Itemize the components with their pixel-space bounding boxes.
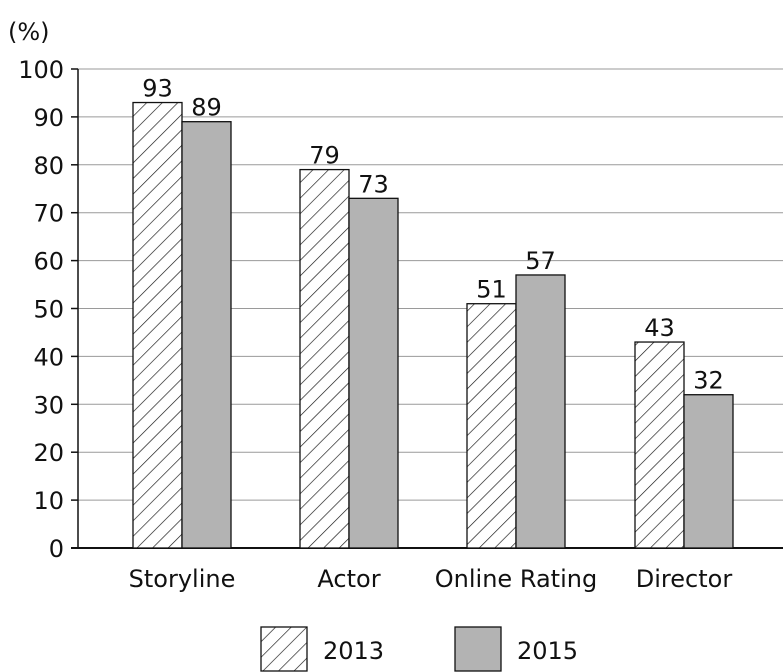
- legend-swatch-2015: [454, 626, 502, 672]
- bar-2013-storyline: [132, 101, 183, 549]
- y-tick-label: 60: [33, 248, 64, 276]
- legend-swatch-2013: [260, 626, 308, 672]
- y-tick-label: 10: [33, 487, 64, 515]
- y-tick-label: 0: [49, 535, 64, 563]
- data-label: 73: [358, 170, 389, 198]
- bar-2015-actor: [348, 197, 399, 549]
- bar-2013-online-rating: [466, 303, 517, 549]
- legend-label: 2013: [323, 637, 384, 665]
- y-tick-label: 100: [18, 56, 64, 84]
- y-tick-label: 40: [33, 343, 64, 371]
- bar-2015-director: [683, 394, 734, 549]
- y-tick-label: 70: [33, 200, 64, 228]
- legend-label: 2015: [517, 637, 578, 665]
- y-axis-unit-label: (%): [8, 18, 50, 46]
- y-tick-label: 20: [33, 439, 64, 467]
- data-label: 79: [309, 142, 340, 170]
- y-tick-label: 90: [33, 104, 64, 132]
- data-label: 43: [644, 314, 675, 342]
- bar-2015-storyline: [181, 121, 232, 549]
- x-category-label: Actor: [317, 565, 380, 593]
- bar-2013-director: [634, 341, 685, 549]
- data-label: 89: [191, 94, 222, 122]
- x-category-label: Director: [636, 565, 733, 593]
- bar-2015-online-rating: [515, 274, 566, 549]
- data-label: 57: [525, 247, 556, 275]
- y-axis-ticks: 0 10 20 30 40 50 60 70 80 90 100: [18, 56, 783, 563]
- data-label: 51: [476, 276, 507, 304]
- legend: 2013 2015: [260, 626, 578, 672]
- x-category-label: Storyline: [129, 565, 236, 593]
- x-category-label: Online Rating: [435, 565, 597, 593]
- y-tick-label: 80: [33, 152, 64, 180]
- bars: [132, 101, 734, 549]
- x-axis-categories: Storyline Actor Online Rating Director: [129, 565, 733, 593]
- data-labels: 93 89 79 73 51 57 43 32: [142, 75, 724, 395]
- data-label: 93: [142, 75, 173, 103]
- y-tick-label: 30: [33, 391, 64, 419]
- y-tick-label: 50: [33, 296, 64, 324]
- bar-2013-actor: [299, 168, 350, 549]
- data-label: 32: [693, 367, 724, 395]
